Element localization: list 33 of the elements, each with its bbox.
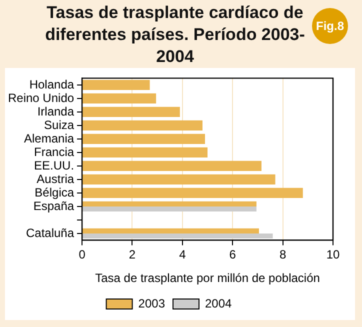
legend-label: 2004 bbox=[205, 296, 232, 310]
bar bbox=[82, 80, 150, 90]
y-tick-label: EE.UU. bbox=[34, 158, 74, 172]
bar bbox=[82, 206, 256, 212]
x-tick-label: 10 bbox=[326, 248, 340, 262]
x-axis-title: Tasa de trasplante por millón de población bbox=[95, 271, 320, 286]
y-tick-label: Francia bbox=[34, 144, 74, 159]
x-tick-label: 8 bbox=[279, 248, 286, 262]
x-tick-label: 6 bbox=[229, 248, 236, 262]
y-tick-label: Reino Unido bbox=[8, 90, 74, 105]
y-tick-label: Bélgica bbox=[34, 185, 74, 200]
bar bbox=[82, 134, 206, 144]
bar bbox=[82, 120, 202, 131]
y-tick-label: Alemania bbox=[24, 131, 74, 146]
x-tick-label: 4 bbox=[179, 248, 186, 262]
legend-label: 2003 bbox=[138, 296, 166, 310]
chart-title: Tasas de trasplante cardíaco de diferentes países. Período 2003-2004 bbox=[44, 2, 306, 68]
caption: Fig.8 bbox=[312, 8, 348, 44]
y-tick-label: Cataluña bbox=[26, 226, 74, 240]
bar bbox=[82, 233, 273, 239]
y-tick-label: Holanda bbox=[29, 77, 74, 92]
bar bbox=[82, 93, 156, 104]
y-tick-label: Austria bbox=[36, 172, 74, 186]
y-tick-label: España bbox=[33, 198, 74, 213]
bar bbox=[82, 188, 303, 198]
bar bbox=[82, 147, 208, 158]
y-tick-label: Irlanda bbox=[37, 104, 74, 118]
bar bbox=[82, 160, 262, 172]
y-tick-label: Suiza bbox=[44, 118, 74, 132]
bar bbox=[82, 106, 180, 118]
x-tick-label: 0 bbox=[78, 248, 86, 262]
x-tick-label: 2 bbox=[128, 248, 136, 262]
bar bbox=[82, 174, 276, 185]
